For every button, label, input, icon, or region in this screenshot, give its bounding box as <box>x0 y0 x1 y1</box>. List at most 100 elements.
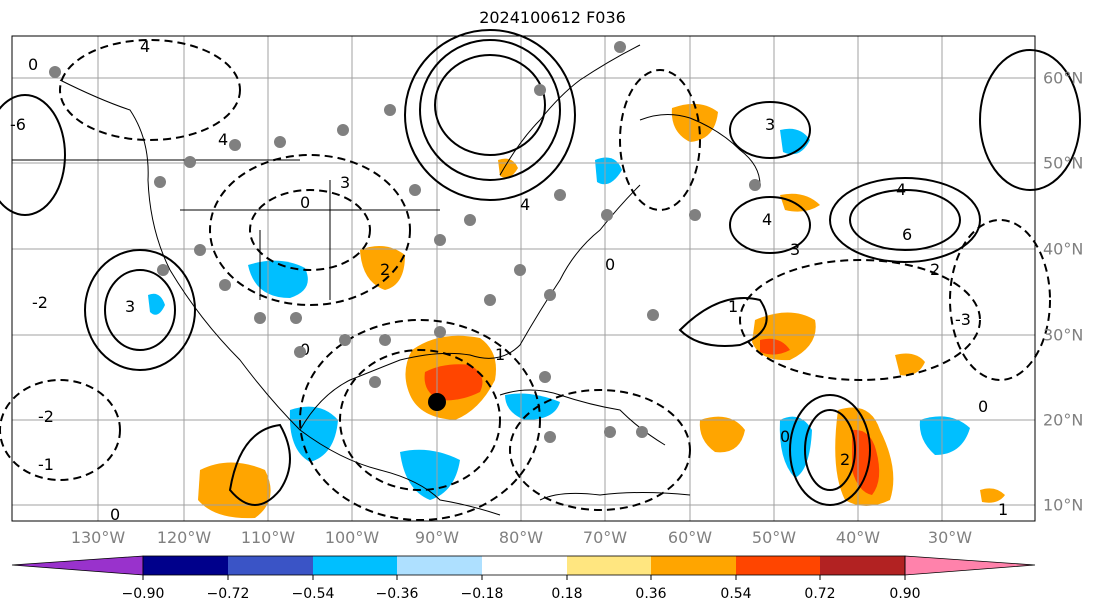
station-marker <box>484 294 496 306</box>
station-marker <box>229 139 241 151</box>
contour-label: 1 <box>495 345 505 364</box>
colorbar-segment <box>143 556 228 575</box>
colorbar-outline <box>142 555 906 576</box>
contour-label: 0 <box>28 55 38 74</box>
station-marker <box>369 376 381 388</box>
contour-label: 4 <box>762 210 772 229</box>
colorbar-tick-label: −0.54 <box>291 586 335 602</box>
lon-label: 40°W <box>835 528 881 547</box>
lon-label: 30°W <box>927 528 973 547</box>
negative-anomaly-mexico <box>289 406 338 462</box>
contour-label: 3 <box>125 297 135 316</box>
negative-anomaly-atl-east <box>919 416 970 455</box>
positive-anomaly-ne-cap <box>780 193 820 212</box>
station-marker <box>254 312 266 324</box>
station-marker <box>514 264 526 276</box>
contour-label: -6 <box>10 115 26 134</box>
station-marker <box>434 326 446 338</box>
station-marker <box>154 176 166 188</box>
station-marker <box>614 41 626 53</box>
negative-anomaly-cuba <box>505 393 560 420</box>
contour-label: 0 <box>110 505 120 524</box>
station-marker <box>274 136 286 148</box>
negative-anomaly-labrador <box>780 128 810 155</box>
station-marker <box>689 209 701 221</box>
contour-label: 1 <box>728 297 738 316</box>
contour-label: 6 <box>902 225 912 244</box>
positive-contours <box>0 29 1081 506</box>
contour-label: 2 <box>930 260 940 279</box>
colorbar-segment <box>736 556 820 575</box>
negative-anomaly-pacific <box>148 293 165 315</box>
positive-anomaly-caribbean <box>699 416 745 453</box>
strong-anomaly-mid-atlantic <box>760 338 790 355</box>
contour-label: 0 <box>300 193 310 212</box>
lat-label: 20°N <box>1043 410 1084 430</box>
station-marker <box>604 426 616 438</box>
colorbar-tick-label: −0.72 <box>206 586 250 602</box>
shaded-fields <box>148 103 1005 519</box>
station-marker <box>544 289 556 301</box>
lon-label: 50°W <box>751 528 797 547</box>
station-marker <box>384 104 396 116</box>
station-marker <box>434 234 446 246</box>
station-marker <box>339 334 351 346</box>
negative-anomaly-central-am <box>400 449 460 500</box>
lon-label: 100°W <box>324 528 380 547</box>
station-marker <box>290 312 302 324</box>
coastlines <box>12 44 761 516</box>
lat-label: 30°N <box>1043 325 1084 345</box>
colorbar-tick-label: 0.72 <box>804 586 836 602</box>
negative-anomaly-rockies <box>248 260 308 298</box>
map-frame <box>11 35 1036 522</box>
station-marker <box>379 334 391 346</box>
lon-label: 80°W <box>498 528 544 547</box>
contour-label: -1 <box>38 455 54 474</box>
colorbar-tick-label: −0.90 <box>121 586 165 602</box>
lat-label: 40°N <box>1043 239 1084 259</box>
station-marker <box>409 184 421 196</box>
colorbar-segment <box>567 556 651 575</box>
station-markers <box>49 41 761 443</box>
contour-label: 3 <box>340 173 350 192</box>
contour-label: -2 <box>32 293 48 312</box>
contour-label: 2 <box>380 260 390 279</box>
lon-label: 120°W <box>156 528 212 547</box>
station-marker <box>601 209 613 221</box>
colorbar-tick-label: 0.36 <box>635 586 667 602</box>
colorbar-tick-label: −0.18 <box>460 586 504 602</box>
colorbar-extend-high <box>904 555 1036 576</box>
negative-contours <box>0 39 1051 521</box>
colorbar-segment <box>820 556 905 575</box>
contour-label: 4 <box>896 180 906 199</box>
station-marker <box>636 426 648 438</box>
positive-anomaly-plains <box>360 246 405 290</box>
station-marker <box>49 66 61 78</box>
station-marker <box>464 214 476 226</box>
station-marker <box>539 371 551 383</box>
lon-label: 130°W <box>70 528 126 547</box>
contour-label: 4 <box>140 37 150 56</box>
contour-label: 1 <box>998 500 1008 519</box>
strong-anomaly-atlantic-east <box>852 429 880 495</box>
lon-label: 110°W <box>240 528 296 547</box>
station-marker <box>337 124 349 136</box>
map-title: 2024100612 F036 <box>479 8 626 27</box>
contour-label: 3 <box>765 115 775 134</box>
negative-anomaly-atl-ring <box>779 416 812 478</box>
station-marker <box>534 84 546 96</box>
colorbar-segment <box>228 556 313 575</box>
contour-label: 0 <box>780 427 790 446</box>
contour-label: 2 <box>840 450 850 469</box>
contour-label: 3 <box>790 240 800 259</box>
positive-anomaly-mid-atlantic <box>752 312 816 361</box>
positive-anomaly-west-africa <box>895 353 925 376</box>
lon-label: 70°W <box>582 528 628 547</box>
colorbar-segment <box>313 556 397 575</box>
positive-anomaly-newfoundland <box>671 103 718 142</box>
station-marker <box>194 244 206 256</box>
graticule <box>12 36 1035 521</box>
contour-label: 4 <box>218 130 228 149</box>
storm-center-marker <box>428 393 446 411</box>
